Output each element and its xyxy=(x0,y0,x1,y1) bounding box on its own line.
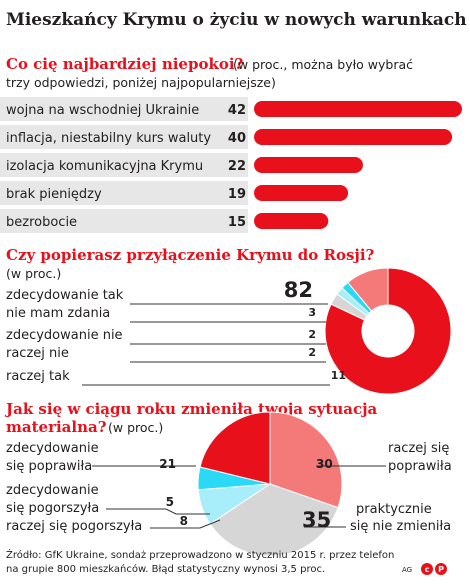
pie2-slice xyxy=(199,411,271,485)
pie2-title-1: Jak się w ciągu roku zmieniła twoja sytu… xyxy=(4,400,378,418)
pie2-subtitle: (w proc.) xyxy=(108,420,163,435)
pie2-leader-line xyxy=(150,519,221,529)
pie1-category-label: zdecydowanie tak xyxy=(6,288,124,303)
pie1-value-label: 2 xyxy=(308,328,316,341)
bar-row-bg xyxy=(0,125,248,149)
pie1-category-label: raczej nie xyxy=(6,346,69,361)
bar-value-label: 42 xyxy=(228,103,246,118)
bar-row-bg xyxy=(0,181,248,205)
pie2-value-label: 21 xyxy=(159,457,176,471)
pie1-value-label: 3 xyxy=(308,306,316,319)
svg-text:P: P xyxy=(438,565,444,574)
pie2-value-label: 35 xyxy=(302,508,331,532)
pie2-category-label: się pogorszyła xyxy=(6,501,99,516)
pie2-category-label: się nie zmieniła xyxy=(350,519,451,534)
bar-category-label: izolacja komunikacyjna Krymu xyxy=(6,159,203,174)
bar-value-label: 22 xyxy=(228,159,246,174)
bar-chart: wojna na wschodniej Ukrainie 42 inflacja, … xyxy=(0,97,462,233)
bar-chart-subtitle-2: trzy odpowiedzi, poniżej najpopularniejs… xyxy=(6,75,276,90)
pie1-title: Czy popierasz przyłączenie Krymu do Rosj… xyxy=(6,246,375,264)
bar-value-label: 19 xyxy=(228,187,246,202)
bar-chart-subtitle-1: (w proc., można było wybrać xyxy=(233,57,413,72)
pie1-category-label: raczej tak xyxy=(6,369,70,384)
pie1-value-label: 82 xyxy=(284,278,313,302)
pie2-title-2: materialna? xyxy=(6,418,107,436)
pie1-slice xyxy=(347,267,389,312)
pie2-chart: zdecydowanie się poprawiła 21 zdecydowanie s… xyxy=(6,411,452,557)
pie1-value-label: 11 xyxy=(331,369,346,382)
pie1-value-label: 2 xyxy=(308,346,316,359)
bar xyxy=(254,157,363,173)
pie2-leader-line xyxy=(106,508,210,515)
pie2-category-label: zdecydowanie xyxy=(6,483,99,498)
pie2-category-label: poprawiła xyxy=(388,459,452,474)
bar-value-label: 40 xyxy=(228,131,246,146)
pie2-category-label: praktycznie xyxy=(356,502,432,517)
bar-category-label: wojna na wschodniej Ukrainie xyxy=(6,103,199,118)
source-line-2: na grupie 800 mieszkańców. Błąd statysty… xyxy=(6,563,325,575)
bar xyxy=(254,213,329,229)
bar xyxy=(254,101,462,117)
pie2-slice xyxy=(269,411,343,509)
source-line-1: Źródło: GfK Ukraine, sondaż przeprowadzo… xyxy=(6,548,394,561)
pie1-category-label: nie mam zdania xyxy=(6,306,110,321)
pie2-category-label: raczej się pogorszyła xyxy=(6,519,142,534)
bar xyxy=(254,129,453,145)
pie2-value-label: 5 xyxy=(166,495,174,509)
bar-category-label: brak pieniędzy xyxy=(6,187,102,202)
pie1-subtitle: (w proc.) xyxy=(6,266,61,281)
main-title: Mieszkańcy Krymu o życiu w nowych warunk… xyxy=(6,10,467,30)
svg-text:c: c xyxy=(425,565,430,574)
pie2-category-label: raczej się xyxy=(388,441,449,456)
pie1-slice xyxy=(324,267,452,395)
pie1-category-label: zdecydowanie nie xyxy=(6,328,123,343)
bar-row-bg xyxy=(0,209,248,233)
bar-row-bg xyxy=(0,97,248,121)
bar-category-label: inflacja, niestabilny kurs waluty xyxy=(6,131,211,146)
pie2-slice xyxy=(209,483,339,557)
pie2-value-label: 30 xyxy=(316,457,333,471)
pie2-category-label: się poprawiła xyxy=(6,459,92,474)
bar-value-label: 15 xyxy=(228,215,246,230)
cc-icon: c P xyxy=(421,563,447,575)
bar xyxy=(254,185,349,201)
pie2-category-label: zdecydowanie xyxy=(6,441,99,456)
pie1-chart: zdecydowanie tak 82 nie mam zdania 3 zdecydo… xyxy=(6,267,452,395)
bar-category-label: bezrobocie xyxy=(6,215,77,230)
bar-row-bg xyxy=(0,153,248,177)
bar-chart-title: Co cię najbardziej niepokoi? xyxy=(6,55,244,73)
pie2-value-label: 8 xyxy=(180,514,188,528)
credit: AG xyxy=(402,566,412,574)
